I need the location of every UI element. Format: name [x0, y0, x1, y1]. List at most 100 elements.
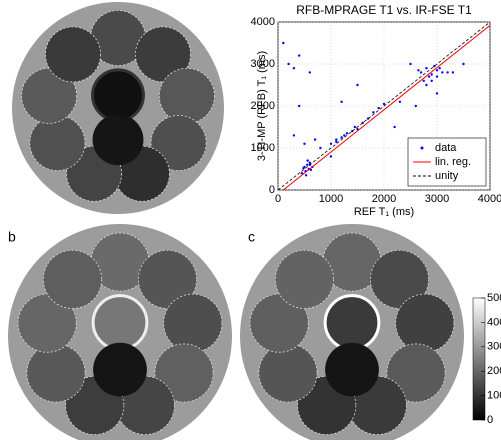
data-point: [308, 161, 311, 164]
phantom-vial: [45, 26, 101, 83]
phantom-vial: [386, 343, 446, 403]
data-point: [377, 106, 380, 110]
x-tick-label: 3000: [425, 193, 449, 205]
x-tick-label: 2000: [372, 193, 396, 205]
data-point: [298, 104, 301, 108]
legend-marker: [420, 146, 424, 150]
data-point: [425, 83, 428, 87]
data-point: [335, 140, 338, 143]
phantom-vial: [323, 294, 381, 351]
data-point: [427, 75, 431, 78]
x-axis-label: REF T₁ (ms): [354, 206, 414, 218]
panel-label: c: [248, 229, 255, 245]
y-axis-label: 3-TI-MP (RFB) T₁ (ms): [256, 51, 268, 161]
legend-label: data: [435, 142, 457, 154]
phantom-vial: [325, 342, 379, 397]
data-point: [382, 102, 386, 106]
data-point: [309, 168, 313, 172]
data-point: [340, 136, 343, 139]
data-point: [393, 125, 396, 129]
data-point: [343, 134, 346, 137]
data-point: [419, 71, 423, 74]
data-point: [430, 79, 433, 83]
data-point: [298, 54, 301, 57]
data-point: [417, 69, 420, 72]
data-point: [287, 62, 290, 66]
data-point: [409, 62, 412, 66]
phantom-vial: [21, 67, 78, 124]
colorbar-tick-label: 0: [487, 414, 493, 426]
colorbar: [472, 297, 486, 421]
phantom-vial: [91, 294, 149, 351]
line: [277, 21, 491, 191]
phantom-vial: [258, 343, 318, 403]
data-point: [398, 100, 402, 104]
chart-title: RFB-MPRAGE T1 vs. IR-FSE T1: [296, 3, 472, 17]
colorbar-tick-label: 5000: [487, 292, 501, 304]
data-point: [282, 41, 285, 45]
y-tick-label: 1000: [251, 142, 275, 154]
phantom-vial: [150, 115, 207, 171]
data-point: [422, 79, 425, 83]
phantom-vial: [42, 249, 103, 309]
phantom-vial: [369, 249, 430, 309]
data-point: [319, 146, 322, 150]
data-point: [430, 73, 433, 76]
data-point: [353, 125, 357, 129]
data-point: [438, 67, 441, 70]
phantom-vial: [26, 343, 86, 403]
colorbar-tick-label: 4000: [487, 316, 501, 328]
data-point: [372, 111, 375, 114]
phantom-vial: [91, 68, 145, 123]
colorbar-tick-label: 2000: [487, 365, 501, 377]
data-point: [356, 127, 359, 131]
phantom-vial: [274, 249, 335, 309]
data-point: [313, 138, 317, 141]
data-point: [305, 163, 309, 166]
data-point: [292, 134, 296, 137]
phantom-vial: [135, 26, 191, 83]
legend-label: unity: [435, 170, 459, 182]
data-point: [425, 67, 428, 70]
x-tick-label: 4000: [478, 193, 501, 205]
data-point: [441, 71, 444, 74]
colorbar-tick-label: 1000: [487, 390, 501, 402]
data-point: [340, 100, 343, 104]
data-point: [356, 83, 359, 87]
legend-label: lin. reg.: [435, 156, 471, 168]
line: [282, 24, 491, 191]
x-tick-label: 1000: [319, 193, 343, 205]
data-point: [414, 104, 417, 108]
data-point: [302, 166, 305, 170]
phantom-vial: [92, 114, 144, 166]
data-point: [446, 71, 449, 74]
data-point: [308, 71, 311, 74]
y-tick-label: 3000: [251, 58, 275, 70]
data-point: [306, 159, 309, 162]
phantom-vial: [137, 249, 198, 309]
phantom-vial: [93, 342, 147, 397]
panel-label: a: [8, 7, 16, 23]
data-point: [435, 92, 439, 95]
panel-label: b: [8, 229, 16, 245]
phantom-vial: [29, 115, 86, 171]
data-point: [335, 138, 338, 141]
phantom-vial: [154, 343, 214, 403]
phantom-images: [8, 2, 464, 440]
colorbar-tick-label: 3000: [487, 341, 501, 353]
data-point: [329, 155, 333, 158]
data-point: [292, 67, 296, 70]
data-point: [345, 132, 349, 135]
data-point: [303, 142, 306, 145]
data-point: [435, 69, 439, 72]
y-tick-label: 2000: [251, 100, 275, 112]
data-point: [451, 71, 455, 74]
y-tick-label: 4000: [251, 16, 275, 28]
data-point: [304, 174, 308, 177]
phantom-vial: [158, 67, 215, 124]
y-tick-label: 0: [269, 184, 275, 196]
x-tick-label: 0: [275, 193, 281, 205]
data-point: [329, 142, 333, 145]
phantom-vial: [163, 293, 223, 353]
